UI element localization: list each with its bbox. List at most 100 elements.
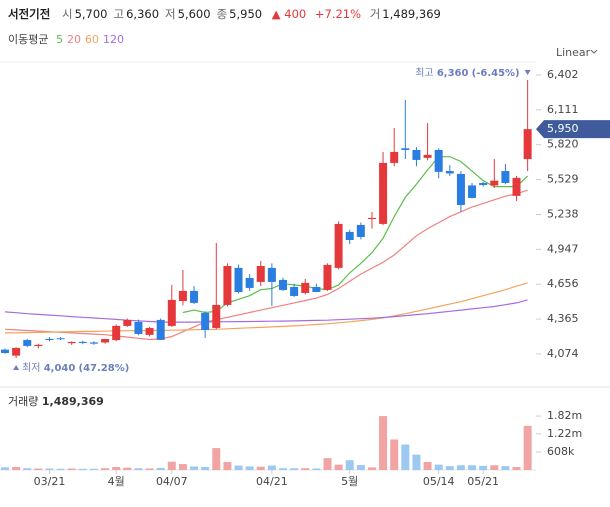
- volume-bar: [34, 468, 43, 470]
- ma-legend: 이동평균 5 20 60 120: [8, 31, 128, 47]
- volume-title: 거래량 1,489,369: [8, 395, 104, 408]
- candle-body: [178, 290, 187, 301]
- ma-line: [4, 299, 528, 323]
- x-tick-label: 5월: [341, 475, 358, 488]
- ma-legend-item: 60: [84, 33, 99, 46]
- scale-selector[interactable]: Linear: [556, 46, 591, 59]
- ma-legend-item: 20: [66, 33, 81, 46]
- x-tick-label: 04/21: [256, 475, 288, 488]
- volume-bar: [12, 467, 21, 470]
- candle-body: [190, 290, 199, 303]
- volume-bar: [468, 465, 477, 470]
- volume-bar: [390, 439, 399, 470]
- volume-bar: [401, 444, 410, 470]
- high-marker: [524, 69, 531, 75]
- candle-body: [1, 349, 9, 353]
- ma-line: [5, 282, 528, 334]
- y-tick-label: 6,111: [547, 103, 579, 116]
- candle-body: [167, 299, 176, 326]
- volume-tick-label: 1.82m: [547, 409, 582, 422]
- summary: 시 5,700 고 6,360 저 5,600 종 5,950: [62, 7, 268, 21]
- candle-body: [279, 279, 287, 290]
- summary-key: 고: [113, 7, 125, 21]
- candle-body: [423, 154, 432, 158]
- price-tag-label: 5,950: [547, 122, 579, 135]
- volume-bar: [523, 425, 532, 470]
- ma-line: [4, 189, 528, 341]
- y-tick-label: 4,365: [547, 312, 579, 325]
- y-tick-label: 4,074: [547, 347, 579, 360]
- volume-bar: [212, 448, 221, 470]
- volume-label: 거래량: [8, 395, 38, 408]
- header: 서전기전 시 5,700 고 6,360 저 5,600 종 5,950 ▲ 400 +7.2…: [8, 6, 447, 22]
- low-marker: [13, 365, 20, 371]
- summary-key: 종: [216, 7, 228, 21]
- volume-bar: [412, 454, 421, 470]
- volume-bar: [434, 464, 443, 470]
- change-value: 400: [284, 7, 307, 21]
- volume-bar: [512, 467, 521, 470]
- y-tick-label: 4,656: [547, 277, 579, 290]
- volume-bar: [445, 466, 454, 470]
- volume-tick-label: 608k: [547, 445, 575, 458]
- candle-body: [145, 327, 154, 335]
- volume-value: 1,489,369: [382, 7, 441, 21]
- y-tick-label: 5,529: [547, 173, 579, 186]
- volume-bar: [190, 466, 199, 470]
- volume-bar: [334, 464, 343, 470]
- candle-body: [312, 286, 321, 292]
- price-tag: [536, 120, 610, 139]
- volume-bar: [279, 468, 287, 470]
- ma-legend-item: 5: [55, 33, 63, 46]
- candle-body: [290, 286, 299, 296]
- volume-bar: [356, 464, 365, 470]
- volume-bar: [323, 458, 332, 470]
- candle-body: [434, 149, 443, 172]
- candle-body: [456, 173, 465, 205]
- low-value: 4,040: [44, 363, 76, 374]
- summary-key: 저: [165, 7, 176, 21]
- volume-bar: [267, 465, 276, 470]
- candle-body: [23, 340, 32, 346]
- summary-key: 시: [61, 7, 73, 21]
- volume-bar: [367, 467, 376, 470]
- candle-body: [56, 338, 65, 340]
- x-tick-label: 05/14: [423, 475, 455, 488]
- candle-body: [267, 267, 276, 282]
- volume-bar: [45, 468, 54, 470]
- volume-bar: [301, 468, 310, 470]
- candle-body: [334, 223, 343, 268]
- candle-body: [101, 338, 110, 343]
- ma-legend-item: 120: [102, 33, 124, 46]
- high-annotation: 최고 6,360 (-6.45%): [415, 67, 519, 79]
- volume-bar: [78, 468, 87, 470]
- y-tick-label: 5,820: [547, 138, 579, 151]
- stock-name: 서전기전: [8, 7, 51, 21]
- low-annotation: 최저 4,040 (47.28%): [22, 362, 129, 374]
- chevron: [590, 49, 598, 54]
- candle-body: [234, 267, 243, 292]
- change-pct: +7.21%: [314, 7, 362, 21]
- summary-value: 5,700: [74, 7, 108, 21]
- candle-body: [223, 265, 232, 305]
- volume-bar: [112, 467, 121, 470]
- candle-body: [67, 341, 76, 344]
- candle-body: [356, 224, 365, 237]
- candle-body: [256, 265, 265, 282]
- volume-bar: [1, 467, 9, 470]
- candle-body: [134, 321, 143, 334]
- volume-bar: [490, 465, 499, 470]
- summary-value: 6,360: [126, 7, 160, 21]
- change: ▲ 400: [271, 7, 307, 21]
- volume-bar: [145, 468, 154, 470]
- volume-bar: [89, 468, 98, 470]
- ma-label: 이동평균: [8, 33, 49, 46]
- volume-bar: [178, 464, 187, 470]
- candle-body: [89, 342, 98, 344]
- volume-bar: [67, 468, 76, 470]
- volume-bar: [479, 465, 488, 470]
- candle-body: [490, 180, 499, 186]
- volume-key: 거: [369, 7, 381, 21]
- volume-bar: [345, 460, 354, 470]
